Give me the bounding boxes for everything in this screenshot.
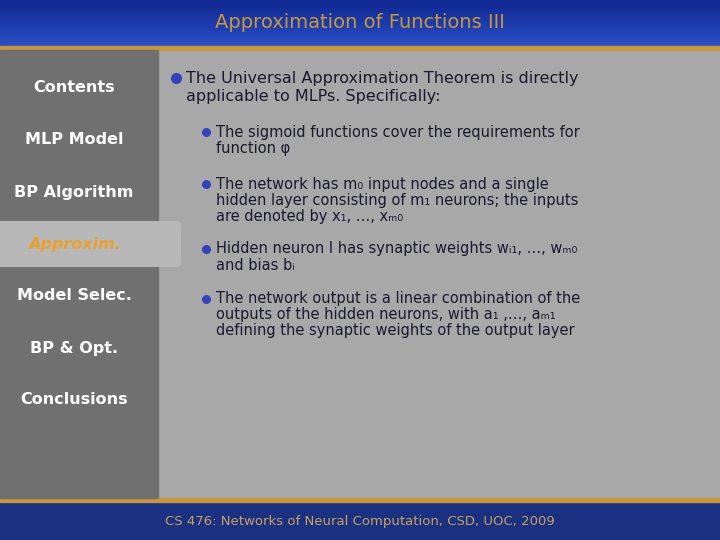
Text: are denoted by x₁, …, xₘ₀: are denoted by x₁, …, xₘ₀ — [216, 208, 403, 224]
Bar — [0, 46, 720, 50]
Bar — [0, 5, 720, 6]
Text: Model Selec.: Model Selec. — [17, 288, 132, 303]
Bar — [0, 29, 720, 30]
Bar — [0, 30, 720, 31]
Text: MLP Model: MLP Model — [24, 132, 123, 147]
Text: The Universal Approximation Theorem is directly: The Universal Approximation Theorem is d… — [186, 71, 578, 85]
Bar — [0, 40, 720, 41]
Bar — [0, 34, 720, 35]
Bar — [0, 38, 720, 39]
Text: CS 476: Networks of Neural Computation, CSD, UOC, 2009: CS 476: Networks of Neural Computation, … — [165, 515, 555, 528]
Bar — [0, 37, 720, 38]
Bar — [0, 41, 720, 42]
Bar — [0, 33, 720, 34]
Bar — [0, 31, 720, 32]
Bar — [0, 42, 720, 43]
Bar — [0, 7, 720, 8]
Text: BP Algorithm: BP Algorithm — [14, 185, 134, 199]
Bar — [0, 28, 720, 29]
Bar — [0, 16, 720, 17]
Text: The network output is a linear combination of the: The network output is a linear combinati… — [216, 292, 580, 307]
Bar — [0, 50, 720, 498]
Bar — [0, 24, 720, 25]
Bar — [0, 44, 720, 45]
Bar — [0, 25, 720, 26]
Bar — [0, 45, 720, 46]
Bar — [0, 43, 720, 44]
Bar — [0, 20, 720, 21]
Bar — [0, 50, 158, 498]
FancyBboxPatch shape — [0, 221, 181, 267]
Bar — [0, 502, 720, 540]
Text: outputs of the hidden neurons, with a₁ ,…, aₘ₁: outputs of the hidden neurons, with a₁ ,… — [216, 307, 556, 322]
Bar — [0, 32, 720, 33]
Bar — [0, 13, 720, 14]
Bar — [0, 22, 720, 23]
Bar — [0, 10, 720, 11]
Text: Approximation of Functions III: Approximation of Functions III — [215, 14, 505, 32]
Text: applicable to MLPs. Specifically:: applicable to MLPs. Specifically: — [186, 89, 441, 104]
Bar — [0, 1, 720, 2]
Bar — [0, 18, 720, 19]
Bar — [0, 4, 720, 5]
Text: Hidden neuron I has synaptic weights wᵢ₁, …, wₘ₀: Hidden neuron I has synaptic weights wᵢ₁… — [216, 241, 577, 256]
Bar — [0, 12, 720, 13]
Bar — [0, 27, 720, 28]
Text: The sigmoid functions cover the requirements for: The sigmoid functions cover the requirem… — [216, 125, 580, 139]
Bar — [0, 19, 720, 20]
Text: Approxim.: Approxim. — [27, 237, 120, 252]
Bar — [0, 9, 720, 10]
Bar — [0, 11, 720, 12]
Text: and bias bᵢ: and bias bᵢ — [216, 258, 295, 273]
Text: The network has m₀ input nodes and a single: The network has m₀ input nodes and a sin… — [216, 177, 549, 192]
Bar — [0, 0, 720, 1]
Text: function φ: function φ — [216, 140, 290, 156]
Bar — [0, 36, 720, 37]
Bar — [0, 3, 720, 4]
Bar — [0, 6, 720, 7]
Bar — [0, 15, 720, 16]
Bar — [0, 39, 720, 40]
Text: Contents: Contents — [33, 80, 114, 96]
Bar — [0, 35, 720, 36]
Bar — [0, 2, 720, 3]
Bar — [0, 23, 720, 24]
Bar — [0, 8, 720, 9]
Text: defining the synaptic weights of the output layer: defining the synaptic weights of the out… — [216, 323, 575, 339]
Text: Conclusions: Conclusions — [20, 393, 128, 408]
Bar — [0, 26, 720, 27]
Bar — [0, 498, 720, 502]
Bar — [0, 21, 720, 22]
Text: hidden layer consisting of m₁ neurons; the inputs: hidden layer consisting of m₁ neurons; t… — [216, 192, 578, 207]
Bar — [0, 14, 720, 15]
Bar — [0, 17, 720, 18]
Text: BP & Opt.: BP & Opt. — [30, 341, 118, 355]
